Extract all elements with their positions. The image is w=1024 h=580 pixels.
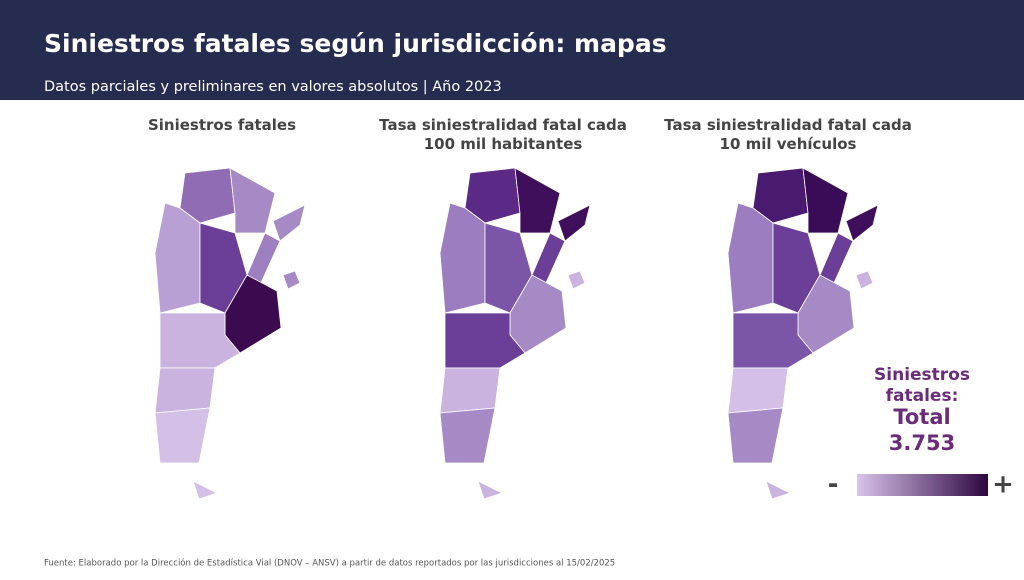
subtitle: Datos parciales y preliminares en valore…	[44, 79, 502, 95]
province	[439, 407, 496, 464]
province	[514, 167, 561, 234]
province-map	[439, 167, 591, 500]
province-map	[727, 167, 879, 500]
province	[567, 270, 586, 290]
province	[727, 367, 789, 414]
title: Siniestros fatales según jurisdicción: m…	[44, 29, 667, 58]
legend-high: +	[992, 470, 1014, 500]
map-title: Tasa siniestralidad fatal cada 100 mil ha…	[379, 116, 627, 153]
province-map	[154, 167, 306, 500]
map-title: Siniestros fatales	[148, 116, 296, 134]
summary-label: Siniestros fatales:	[874, 365, 970, 406]
header-bar	[0, 0, 1024, 100]
province	[154, 407, 211, 464]
province	[154, 202, 201, 314]
province	[727, 202, 774, 314]
province	[557, 204, 591, 242]
total-label: Total	[893, 405, 950, 429]
source: Fuente: Elaborado por la Dirección de Es…	[44, 558, 615, 569]
province	[439, 367, 501, 414]
province	[752, 167, 809, 224]
maps: Siniestros fatales Tasa siniestralidad fa…	[148, 116, 912, 500]
province	[229, 167, 276, 234]
province	[477, 480, 504, 500]
province	[765, 480, 792, 500]
province	[464, 167, 521, 224]
province	[154, 367, 216, 414]
province	[192, 480, 219, 500]
province	[179, 167, 236, 224]
total-value: 3.753	[889, 431, 955, 455]
legend-low: -	[828, 470, 839, 500]
province	[272, 204, 306, 242]
province	[855, 270, 874, 290]
province	[282, 270, 301, 290]
province	[727, 407, 784, 464]
map-title: Tasa siniestralidad fatal cada 10 mil veh…	[664, 116, 912, 153]
province	[439, 202, 486, 314]
province	[802, 167, 849, 234]
province	[845, 204, 879, 242]
legend-gradient	[857, 474, 988, 496]
